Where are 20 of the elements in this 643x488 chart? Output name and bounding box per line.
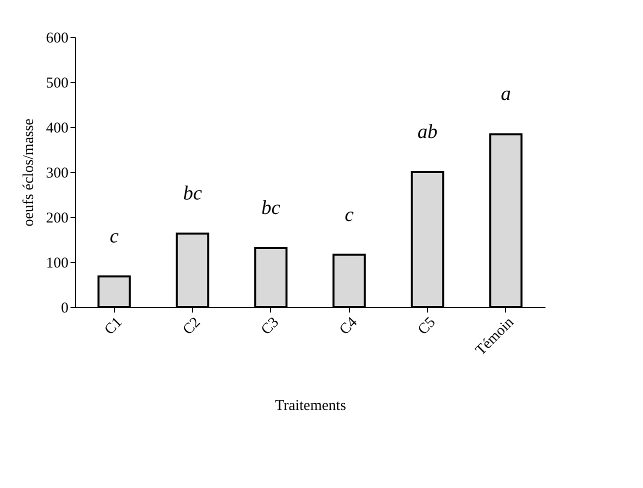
y-tick-label: 100	[46, 256, 68, 272]
y-tick-label: 200	[46, 210, 68, 226]
annotation: bc	[183, 182, 202, 205]
x-tick-label: C5	[415, 314, 439, 338]
annotation: bc	[261, 197, 280, 220]
x-tick-label: C3	[258, 314, 282, 338]
annotation: ab	[418, 121, 438, 143]
y-axis-title: oeufs éclos/masse	[21, 118, 37, 226]
y-tick-label: 500	[46, 76, 68, 92]
annotation: c	[344, 204, 354, 226]
x-tick-label: C1	[102, 314, 126, 338]
annotation: a	[500, 83, 511, 106]
x-axis-title: Traitements	[274, 398, 346, 414]
annotation: c	[110, 225, 119, 248]
x-tick-label: C4	[336, 314, 361, 338]
y-tick-label: 0	[61, 300, 68, 316]
x-tick-label: C2	[180, 314, 204, 338]
y-tick-label: 300	[46, 166, 68, 182]
y-tick-label: 600	[46, 30, 68, 46]
y-tick-label: 400	[46, 120, 68, 136]
